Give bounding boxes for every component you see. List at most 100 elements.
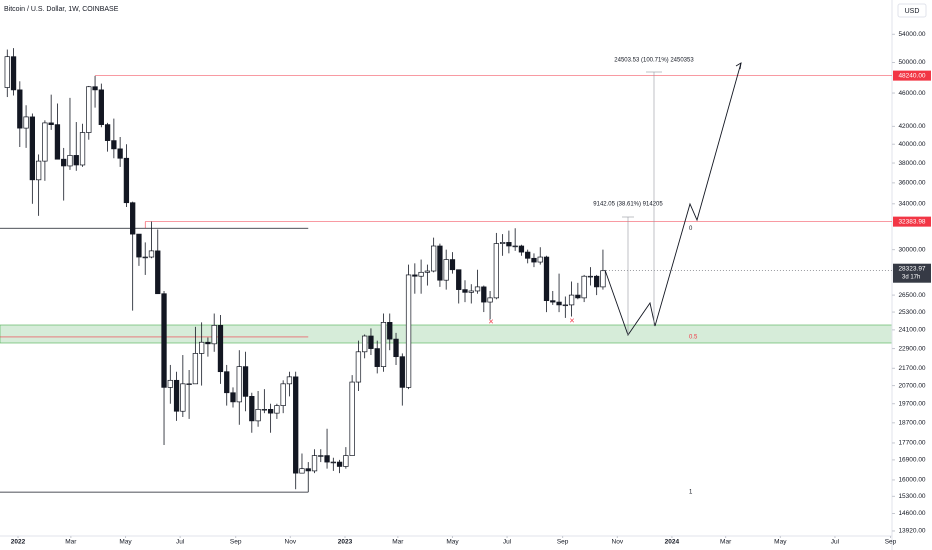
candle-body xyxy=(211,324,217,345)
candle-body xyxy=(305,468,311,472)
candle-body xyxy=(280,383,286,406)
candle-body xyxy=(79,132,86,166)
x-tick-label: Mar xyxy=(720,539,732,546)
x-tick-label: May xyxy=(446,539,459,546)
y-tick-label: 34000.00 xyxy=(898,201,925,208)
candle-body xyxy=(349,381,355,456)
candle-body xyxy=(148,250,155,258)
candle-body xyxy=(499,242,506,244)
x-tick-label: 2024 xyxy=(665,539,680,546)
candle-body xyxy=(167,379,173,388)
candle-body xyxy=(249,396,255,422)
candle-body xyxy=(286,376,293,385)
candle-body xyxy=(242,366,249,397)
candle-body xyxy=(562,304,568,307)
price-badge-label: 48240.00 xyxy=(898,72,925,79)
candle-body xyxy=(92,86,98,91)
candle-body xyxy=(568,294,575,306)
price-badge xyxy=(893,216,931,227)
candle-body xyxy=(387,322,393,340)
x-tick-label: Nov xyxy=(612,539,624,546)
x-tick-label: Mar xyxy=(65,539,77,546)
y-tick-label: 42000.00 xyxy=(898,123,925,130)
x-tick-label: Sep xyxy=(230,539,242,546)
y-tick-label: 16900.00 xyxy=(898,457,925,464)
y-tick-label: 40000.00 xyxy=(898,141,925,148)
candle-body xyxy=(155,250,161,295)
measure-label: 24503.53 (100.71%) 2450353 xyxy=(614,58,694,64)
candle-body xyxy=(117,148,123,159)
candle-body xyxy=(111,140,117,150)
candle-body xyxy=(318,455,324,457)
y-tick-label: 20700.00 xyxy=(898,382,925,389)
candle-body xyxy=(198,341,205,354)
candle-body xyxy=(399,356,405,388)
candle-body xyxy=(336,461,343,467)
candle-body xyxy=(468,290,474,293)
candle-body xyxy=(525,251,531,259)
candle-body xyxy=(393,338,399,358)
candle-body xyxy=(481,286,487,303)
candle-body xyxy=(355,351,362,383)
drawings: × × xyxy=(488,62,742,336)
candle-body xyxy=(54,124,61,160)
candle-body xyxy=(230,392,236,403)
candle-body xyxy=(261,409,268,411)
candle-body xyxy=(17,89,23,129)
x-tick-label: Jul xyxy=(831,539,840,546)
candle-body xyxy=(430,245,437,272)
currency-button[interactable] xyxy=(897,3,927,18)
candle-body xyxy=(424,270,431,273)
candle-body xyxy=(29,116,36,181)
candle-body xyxy=(412,274,418,277)
candle-body xyxy=(474,286,481,292)
x-tick-label: Jul xyxy=(176,539,185,546)
y-tick-label: 50000.00 xyxy=(898,59,925,66)
candle-body xyxy=(380,322,387,367)
support-zone xyxy=(0,324,893,344)
candle-body xyxy=(368,335,374,349)
measure-label: 9142.05 (38.61%) 914205 xyxy=(593,202,663,208)
y-tick-label: 18700.00 xyxy=(898,420,925,427)
x-tick-label: Jul xyxy=(503,539,512,546)
candle-body xyxy=(362,335,368,353)
candle-body xyxy=(405,274,412,388)
x-tick-label: 2022 xyxy=(11,539,26,546)
y-tick-label: 38000.00 xyxy=(898,160,925,167)
last-price-label: 28323.97 xyxy=(898,265,925,272)
x-tick-label: Sep xyxy=(885,539,897,546)
x-tick-label: Mar xyxy=(392,539,404,546)
candle-body xyxy=(67,155,73,167)
candle-body xyxy=(23,116,29,129)
currency-label[interactable]: USD xyxy=(905,8,920,15)
candle-body xyxy=(600,270,606,288)
y-tick-label: 15300.00 xyxy=(898,493,925,500)
candle-body xyxy=(35,160,42,181)
candle-body xyxy=(73,155,79,166)
candle-body xyxy=(161,293,167,388)
candle-body xyxy=(217,324,224,373)
candle-body xyxy=(587,275,594,278)
candle-body xyxy=(462,289,468,293)
y-tick-label: 22900.00 xyxy=(898,345,925,352)
candle-body xyxy=(180,383,186,412)
fib-level-label: 0.5 xyxy=(689,335,698,341)
x-tick-label: May xyxy=(774,539,787,546)
candle-body xyxy=(594,275,600,288)
y-tick-label: 13920.00 xyxy=(898,528,925,535)
candle-body xyxy=(324,455,330,463)
y-tick-label: 19700.00 xyxy=(898,400,925,407)
y-tick-label: 21700.00 xyxy=(898,365,925,372)
candle-body xyxy=(437,245,443,281)
y-tick-label: 25300.00 xyxy=(898,309,925,316)
candle-body xyxy=(449,259,456,271)
candle-body xyxy=(374,348,380,367)
x-tick-label: 2023 xyxy=(338,539,353,546)
candle-body xyxy=(456,269,462,290)
candle-body xyxy=(443,259,449,281)
candle-body xyxy=(123,157,130,204)
candle-body xyxy=(10,56,17,91)
projection-arrow xyxy=(735,62,742,70)
candle-body xyxy=(512,245,518,248)
